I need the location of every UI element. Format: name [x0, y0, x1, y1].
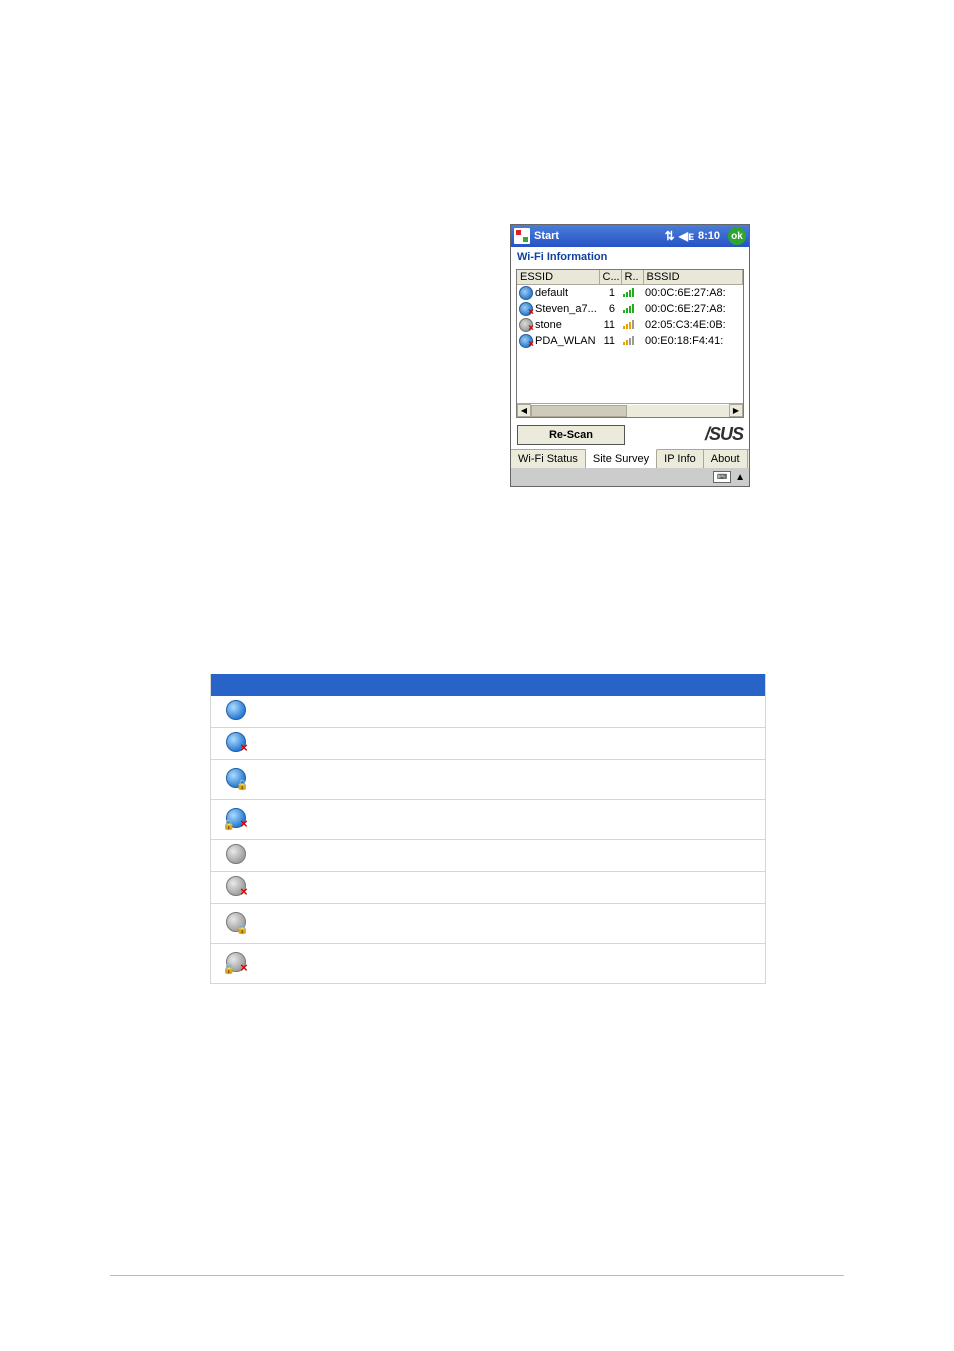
legend-desc [261, 696, 766, 728]
col-c[interactable]: C... [599, 270, 621, 285]
keyboard-icon[interactable]: ⌨ [713, 471, 731, 483]
network-bssid: 00:E0:18:F4:41: [643, 333, 743, 349]
network-type-icon [519, 302, 533, 316]
horizontal-scrollbar[interactable]: ◀ ▶ [517, 403, 743, 417]
pda-tabs: Wi-Fi StatusSite SurveyIP InfoAbout [511, 449, 749, 468]
volume-icon[interactable]: ◀ᴇ [679, 229, 694, 243]
network-essid: Steven_a7... [535, 303, 597, 315]
legend-icon [226, 732, 246, 752]
network-list: ESSID C... R.. BSSID default 1 00:0C:6E:27… [516, 269, 744, 418]
ok-button[interactable]: ok [728, 227, 746, 245]
pda-titlebar: Start ⇅ ◀ᴇ 8:10 ok [511, 225, 749, 247]
legend-header-icon [211, 674, 261, 696]
pda-tray: ⇅ ◀ᴇ 8:10 ok [665, 227, 746, 245]
network-channel: 11 [599, 333, 621, 349]
network-channel: 11 [599, 317, 621, 333]
pda-sip-bar: ⌨ ▲ [511, 468, 749, 486]
legend-desc [261, 800, 766, 840]
legend-desc [261, 944, 766, 984]
pda-clock: 8:10 [698, 230, 720, 242]
legend-desc [261, 760, 766, 800]
network-row[interactable]: stone 11 02:05:C3:4E:0B: [517, 317, 743, 333]
tab-wi-fi-status[interactable]: Wi-Fi Status [511, 450, 586, 468]
tab-site-survey[interactable]: Site Survey [586, 449, 657, 468]
signal-icon [623, 335, 635, 345]
legend-desc [261, 728, 766, 760]
pda-screenshot: Start ⇅ ◀ᴇ 8:10 ok Wi-Fi Information ESS… [510, 224, 750, 487]
sip-arrow-icon[interactable]: ▲ [735, 472, 745, 483]
network-bssid: 02:05:C3:4E:0B: [643, 317, 743, 333]
legend-row [211, 696, 766, 728]
legend-row [211, 728, 766, 760]
tab-about[interactable]: About [704, 450, 748, 468]
scroll-track[interactable] [531, 404, 729, 417]
network-essid: PDA_WLAN [535, 335, 596, 347]
network-essid: stone [535, 319, 562, 331]
network-bssid: 00:0C:6E:27:A8: [643, 301, 743, 317]
legend-header-desc [261, 674, 766, 696]
legend-desc [261, 904, 766, 944]
icon-legend-table [210, 674, 766, 984]
legend-icon [226, 912, 246, 932]
legend-row [211, 840, 766, 872]
pda-title[interactable]: Start [534, 230, 665, 242]
rescan-button[interactable]: Re-Scan [517, 425, 625, 445]
scroll-thumb[interactable] [531, 405, 627, 417]
legend-icon [226, 952, 246, 972]
legend-icon [226, 768, 246, 788]
legend-icon [226, 700, 246, 720]
footer-rule [110, 1275, 844, 1276]
scroll-right-icon[interactable]: ▶ [729, 404, 743, 417]
network-essid: default [535, 287, 568, 299]
legend-icon [226, 844, 246, 864]
legend-desc [261, 872, 766, 904]
network-type-icon [519, 286, 533, 300]
col-bssid[interactable]: BSSID [643, 270, 743, 285]
signal-icon [623, 303, 635, 313]
col-essid[interactable]: ESSID [517, 270, 599, 285]
network-channel: 6 [599, 301, 621, 317]
pda-subtitle: Wi-Fi Information [511, 247, 749, 269]
legend-desc [261, 840, 766, 872]
col-r[interactable]: R.. [621, 270, 643, 285]
legend-row [211, 800, 766, 840]
legend-row [211, 872, 766, 904]
legend-icon [226, 808, 246, 828]
network-row[interactable]: Steven_a7...6 00:0C:6E:27:A8: [517, 301, 743, 317]
legend-row [211, 944, 766, 984]
signal-icon [623, 287, 635, 297]
connectivity-icon[interactable]: ⇅ [665, 229, 675, 243]
legend-row [211, 904, 766, 944]
legend-icon [226, 876, 246, 896]
network-type-icon [519, 318, 533, 332]
network-bssid: 00:0C:6E:27:A8: [643, 285, 743, 301]
network-type-icon [519, 334, 533, 348]
legend-row [211, 760, 766, 800]
rescan-row: Re-Scan /SUS [511, 418, 749, 449]
network-list-header: ESSID C... R.. BSSID [517, 270, 743, 285]
signal-icon [623, 319, 635, 329]
network-row[interactable]: default 1 00:0C:6E:27:A8: [517, 285, 743, 301]
scroll-left-icon[interactable]: ◀ [517, 404, 531, 417]
tab-ip-info[interactable]: IP Info [657, 450, 704, 468]
network-row[interactable]: PDA_WLAN11 00:E0:18:F4:41: [517, 333, 743, 349]
network-channel: 1 [599, 285, 621, 301]
asus-logo: /SUS [635, 424, 743, 445]
start-flag-icon[interactable] [514, 228, 530, 244]
